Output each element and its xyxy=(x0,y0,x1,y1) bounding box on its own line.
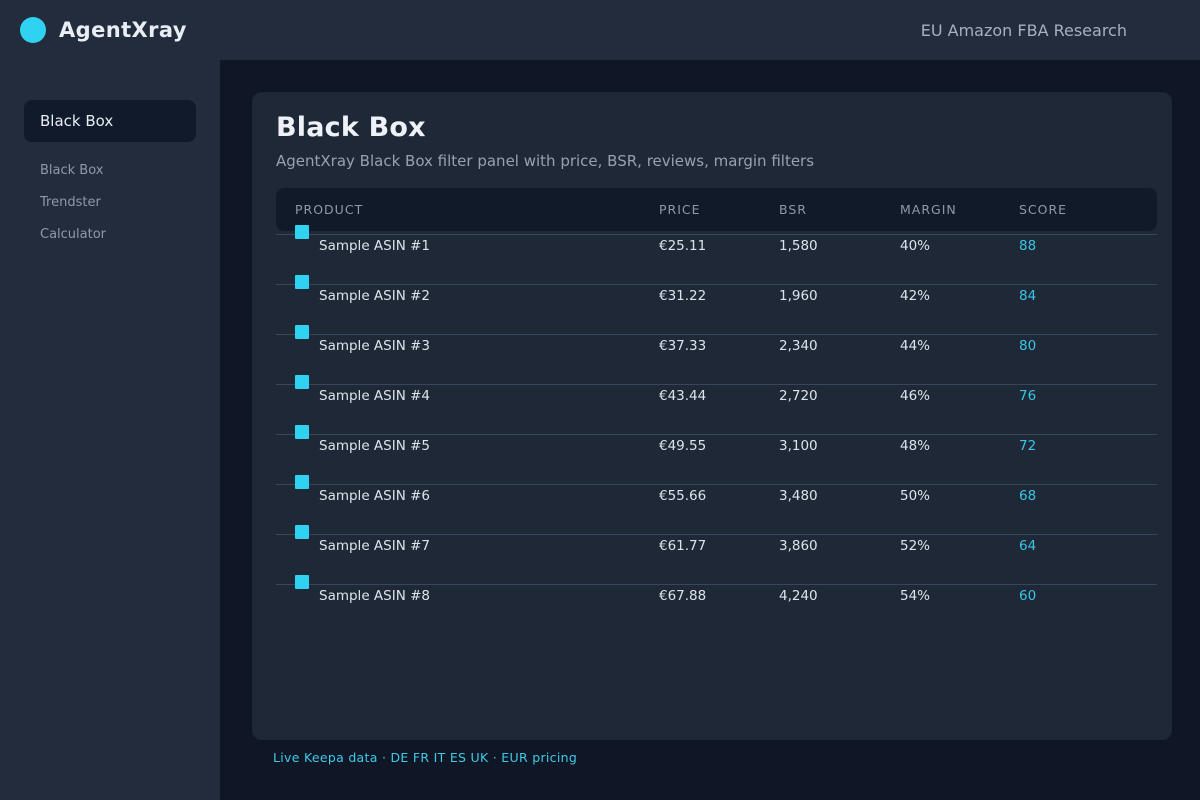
bsr-value: 3,480 xyxy=(779,488,818,505)
margin-value: 54% xyxy=(900,588,931,605)
product-swatch-icon xyxy=(295,475,309,490)
margin-value: 50% xyxy=(900,488,931,505)
table-row[interactable]: Sample ASIN #5 €49.55 3,100 48% 72 xyxy=(276,425,1157,484)
product-cell: Sample ASIN #4 xyxy=(295,375,659,434)
bsr-value: 2,720 xyxy=(779,388,818,405)
column-header-bsr: BSR xyxy=(779,202,807,218)
table-row[interactable]: Sample ASIN #8 €67.88 4,240 54% 60 xyxy=(276,575,1157,634)
sidebar-item-calculator[interactable]: Calculator xyxy=(40,227,107,242)
price-value: €31.22 xyxy=(659,288,707,305)
score-value: 80 xyxy=(1019,338,1037,355)
page-title: Black Box xyxy=(276,112,426,143)
product-cell: Sample ASIN #2 xyxy=(295,275,659,334)
main-content: Black Box AgentXray Black Box filter pan… xyxy=(220,60,1200,800)
margin-value: 44% xyxy=(900,338,931,355)
margin-value: 42% xyxy=(900,288,931,305)
column-header-margin: MARGIN xyxy=(900,202,957,218)
page-description: AgentXray Black Box filter panel with pr… xyxy=(276,152,815,171)
product-cell: Sample ASIN #5 xyxy=(295,425,659,484)
product-name: Sample ASIN #5 xyxy=(319,438,430,455)
table-row[interactable]: Sample ASIN #2 €31.22 1,960 42% 84 xyxy=(276,275,1157,334)
product-cell: Sample ASIN #7 xyxy=(295,525,659,584)
product-name: Sample ASIN #7 xyxy=(319,538,430,555)
product-swatch-icon xyxy=(295,425,309,440)
margin-value: 40% xyxy=(900,238,931,255)
price-value: €43.44 xyxy=(659,388,707,405)
score-value: 72 xyxy=(1019,438,1037,455)
sidebar-item-black-box[interactable]: Black Box xyxy=(40,163,104,178)
bsr-value: 2,340 xyxy=(779,338,818,355)
table-body: Sample ASIN #1 €25.11 1,580 40% 88 Sampl… xyxy=(276,225,1157,634)
product-swatch-icon xyxy=(295,575,309,590)
product-name: Sample ASIN #4 xyxy=(319,388,430,405)
black-box-panel: Black Box AgentXray Black Box filter pan… xyxy=(252,92,1172,740)
bsr-value: 4,240 xyxy=(779,588,818,605)
product-swatch-icon xyxy=(295,375,309,390)
price-value: €49.55 xyxy=(659,438,707,455)
price-value: €61.77 xyxy=(659,538,707,555)
bsr-value: 3,860 xyxy=(779,538,818,555)
product-swatch-icon xyxy=(295,225,309,240)
column-header-product: PRODUCT xyxy=(295,202,364,218)
product-name: Sample ASIN #2 xyxy=(319,288,430,305)
column-header-score: SCORE xyxy=(1019,202,1068,218)
table-row[interactable]: Sample ASIN #7 €61.77 3,860 52% 64 xyxy=(276,525,1157,584)
table-row[interactable]: Sample ASIN #1 €25.11 1,580 40% 88 xyxy=(276,225,1157,284)
score-value: 64 xyxy=(1019,538,1037,555)
table-header-row: PRODUCT PRICE BSR MARGIN SCORE xyxy=(276,188,1157,232)
margin-value: 52% xyxy=(900,538,931,555)
sidebar-active-item-black-box[interactable]: Black Box xyxy=(24,100,196,142)
product-cell: Sample ASIN #8 xyxy=(295,575,659,634)
score-value: 84 xyxy=(1019,288,1037,305)
product-swatch-icon xyxy=(295,525,309,540)
table-row[interactable]: Sample ASIN #3 €37.33 2,340 44% 80 xyxy=(276,325,1157,384)
brand: AgentXray xyxy=(0,17,187,43)
score-value: 60 xyxy=(1019,588,1037,605)
bsr-value: 1,960 xyxy=(779,288,818,305)
header-subtitle: EU Amazon FBA Research xyxy=(920,20,1127,40)
product-cell: Sample ASIN #6 xyxy=(295,475,659,534)
price-value: €55.66 xyxy=(659,488,707,505)
price-value: €67.88 xyxy=(659,588,707,605)
score-value: 68 xyxy=(1019,488,1037,505)
top-header: AgentXray EU Amazon FBA Research xyxy=(0,0,1200,60)
score-value: 76 xyxy=(1019,388,1037,405)
product-name: Sample ASIN #6 xyxy=(319,488,430,505)
price-value: €37.33 xyxy=(659,338,707,355)
bsr-value: 3,100 xyxy=(779,438,818,455)
product-name: Sample ASIN #8 xyxy=(319,588,430,605)
sidebar-item-trendster[interactable]: Trendster xyxy=(40,195,101,210)
brand-name: AgentXray xyxy=(59,18,187,42)
status-line: Live Keepa data · DE FR IT ES UK · EUR p… xyxy=(273,750,578,765)
bsr-value: 1,580 xyxy=(779,238,818,255)
table-row[interactable]: Sample ASIN #6 €55.66 3,480 50% 68 xyxy=(276,475,1157,534)
margin-value: 46% xyxy=(900,388,931,405)
column-header-price: PRICE xyxy=(659,202,701,218)
product-cell: Sample ASIN #1 xyxy=(295,225,659,284)
score-value: 88 xyxy=(1019,238,1037,255)
logo-icon xyxy=(20,17,46,43)
product-swatch-icon xyxy=(295,275,309,290)
product-cell: Sample ASIN #3 xyxy=(295,325,659,384)
price-value: €25.11 xyxy=(659,238,707,255)
product-name: Sample ASIN #3 xyxy=(319,338,430,355)
product-swatch-icon xyxy=(295,325,309,340)
product-name: Sample ASIN #1 xyxy=(319,238,430,255)
sidebar: Black Box Black Box Trendster Calculator xyxy=(0,60,220,800)
table-row[interactable]: Sample ASIN #4 €43.44 2,720 46% 76 xyxy=(276,375,1157,434)
margin-value: 48% xyxy=(900,438,931,455)
sidebar-nav: Black Box Trendster Calculator xyxy=(0,155,220,251)
